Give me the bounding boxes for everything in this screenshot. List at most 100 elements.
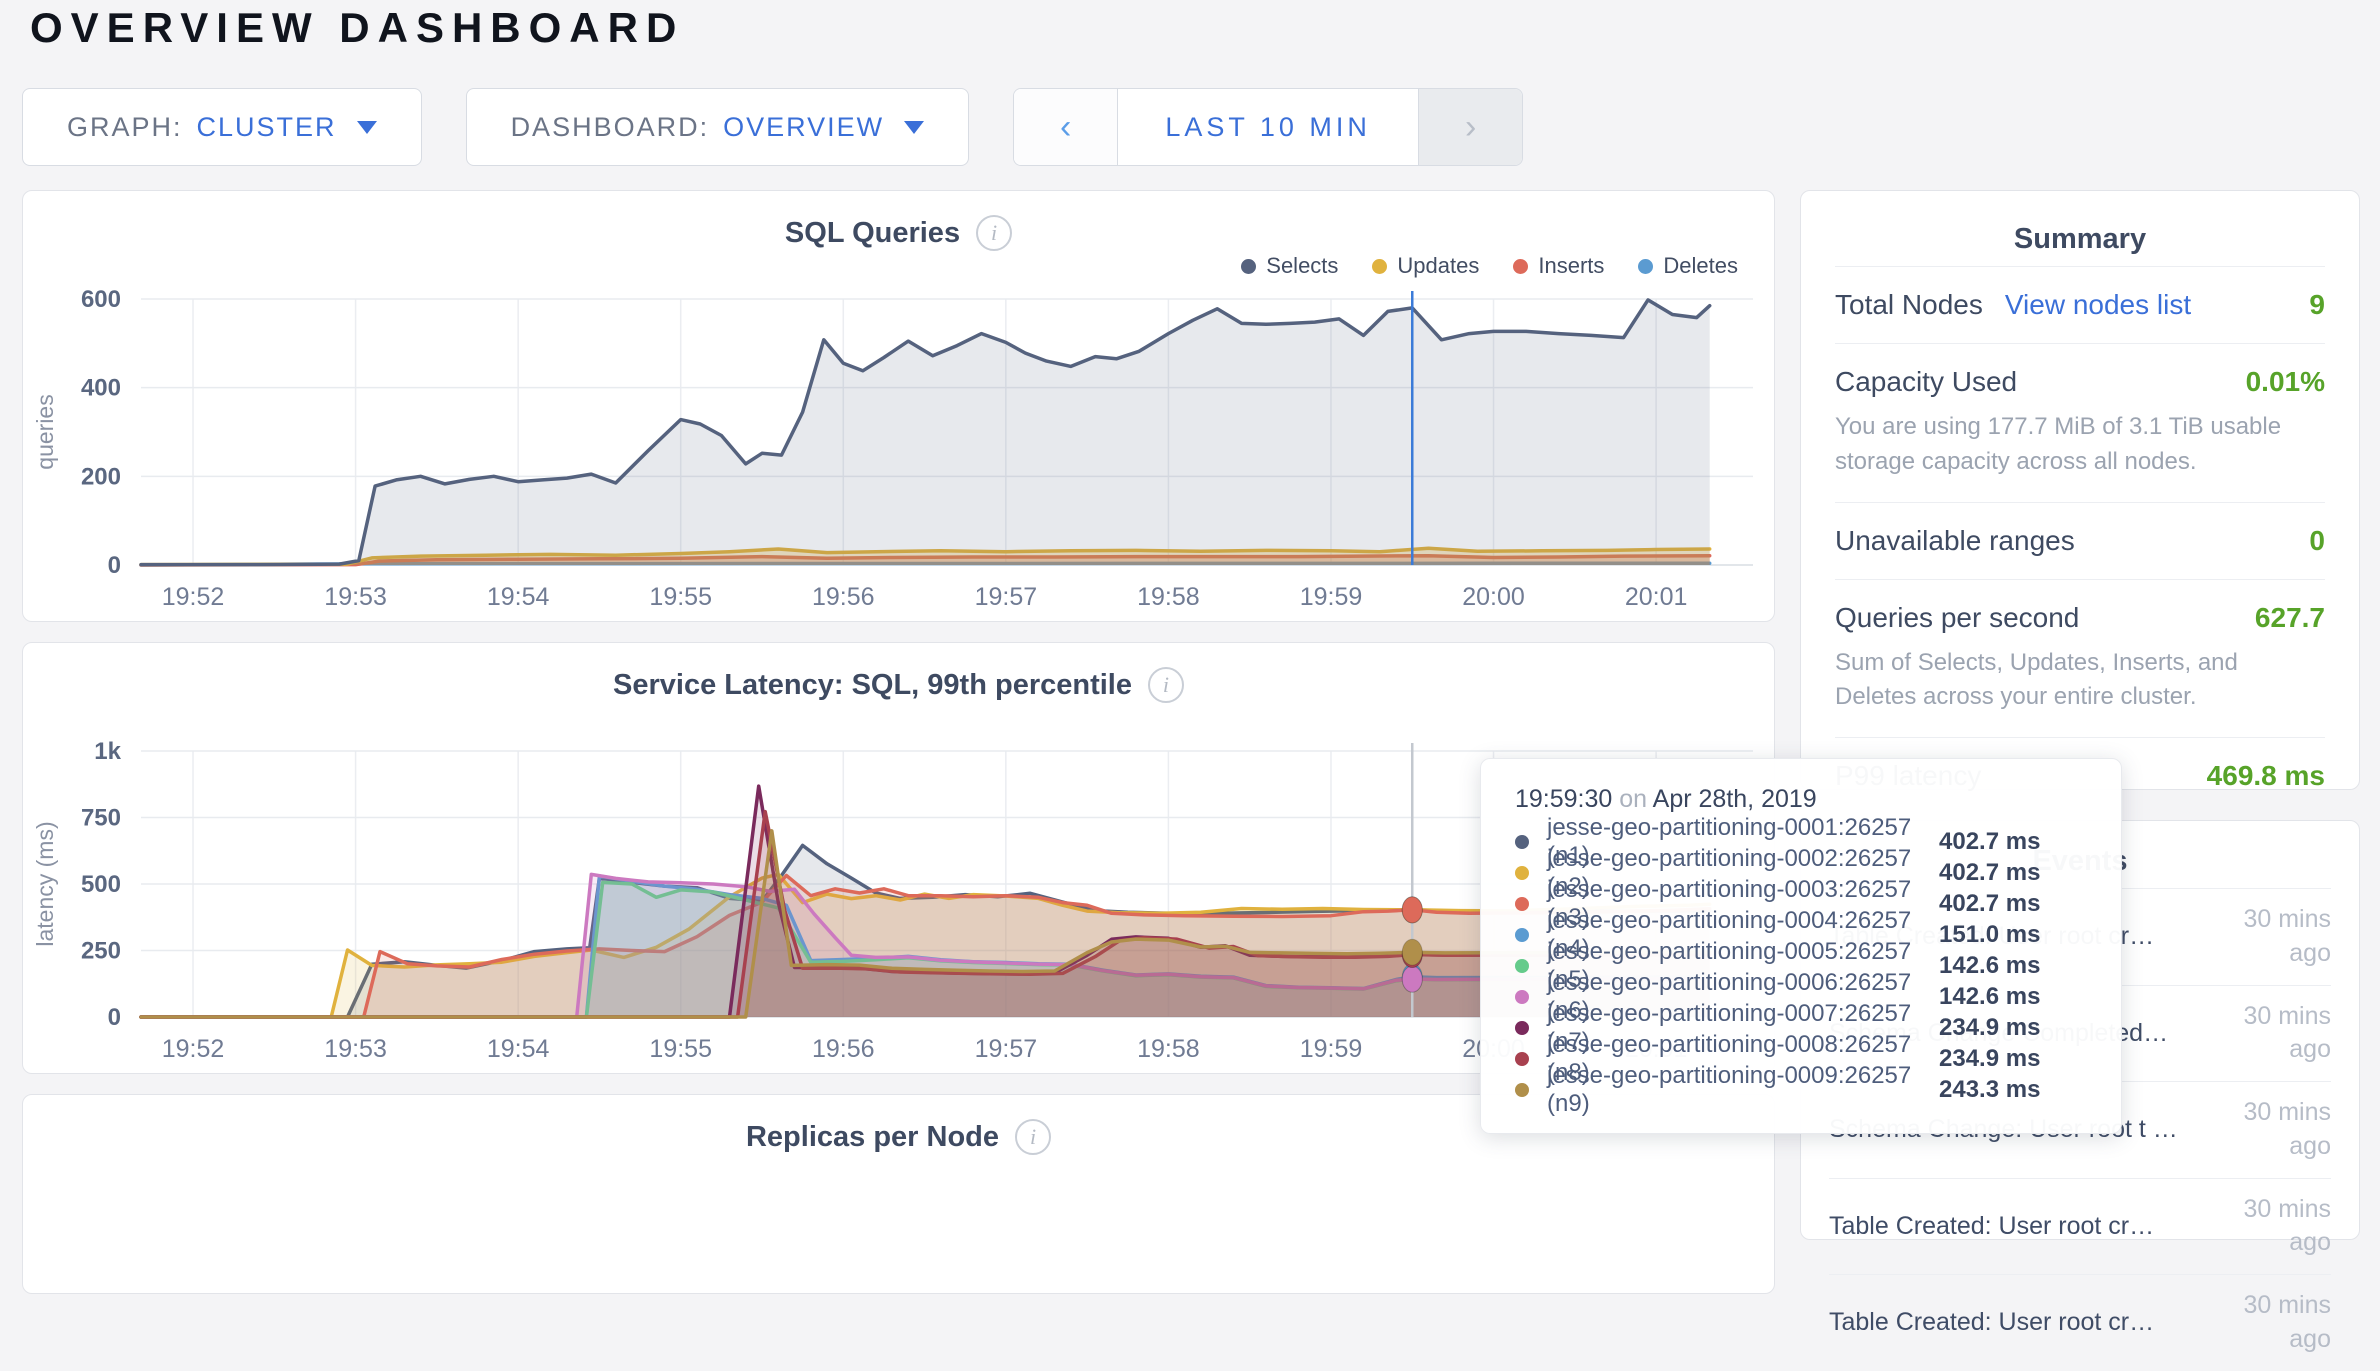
node-address: jesse-geo-partitioning-0003:26257 (n3): [1547, 875, 1912, 931]
tooltip-node-row: jesse-geo-partitioning-0003:26257 (n3) 40…: [1515, 876, 2087, 931]
svg-text:200: 200: [81, 463, 121, 490]
deletes-dot-icon: [1638, 258, 1654, 274]
svg-text:19:57: 19:57: [975, 1035, 1038, 1063]
controls-bar: GRAPH: CLUSTER DASHBOARD: OVERVIEW ‹ LAS…: [22, 88, 1524, 166]
tooltip-node-row: jesse-geo-partitioning-0008:26257 (n8) 23…: [1515, 1031, 2087, 1086]
tooltip-node-row: jesse-geo-partitioning-0004:26257 (n4) 15…: [1515, 907, 2087, 962]
node-color-dot-icon: [1515, 1051, 1529, 1066]
capacity-used-value: 0.01%: [2245, 366, 2325, 397]
svg-text:19:56: 19:56: [812, 1035, 875, 1063]
summary-title: Summary: [2013, 223, 2147, 255]
svg-text:19:52: 19:52: [162, 583, 225, 611]
node-color-dot-icon: [1515, 865, 1529, 880]
svg-text:750: 750: [81, 805, 121, 832]
dashboard-dropdown-label: DASHBOARD:: [510, 111, 710, 142]
tooltip-node-row: jesse-geo-partitioning-0007:26257 (n7) 23…: [1515, 1000, 2087, 1055]
tooltip-node-row: jesse-geo-partitioning-0002:26257 (n2) 40…: [1515, 845, 2087, 900]
node-latency-value: 402.7 ms: [1939, 858, 2041, 886]
svg-text:19:55: 19:55: [649, 1035, 712, 1063]
node-color-dot-icon: [1515, 1020, 1529, 1035]
node-latency-value: 243.3 ms: [1939, 1075, 2041, 1103]
sql-queries-title: SQL Queries: [784, 216, 961, 249]
svg-text:queries: queries: [32, 394, 58, 469]
graph-dropdown-label: GRAPH:: [67, 111, 183, 142]
tooltip-timestamp: 19:59:30 on Apr 28th, 2019: [1515, 785, 1817, 813]
dashboard-dropdown[interactable]: DASHBOARD: OVERVIEW: [465, 88, 970, 166]
svg-text:19:56: 19:56: [812, 583, 875, 611]
view-nodes-list-link[interactable]: View nodes list: [2004, 289, 2192, 320]
node-color-dot-icon: [1515, 927, 1529, 942]
time-range-prev-button[interactable]: ‹: [1014, 89, 1119, 165]
time-range-selector: ‹ LAST 10 MIN ›: [1013, 88, 1524, 166]
node-address: jesse-geo-partitioning-0001:26257 (n1): [1547, 813, 1912, 869]
summary-row-total-nodes: Total Nodes View nodes list 9: [1835, 266, 2325, 343]
svg-text:19:58: 19:58: [1137, 1035, 1200, 1063]
node-color-dot-icon: [1515, 958, 1529, 973]
chart-hover-tooltip: 19:59:30 on Apr 28th, 2019 jesse-geo-par…: [1480, 758, 2122, 1134]
info-icon[interactable]: i: [1015, 1119, 1052, 1155]
tooltip-node-row: jesse-geo-partitioning-0009:26257 (n9) 24…: [1515, 1062, 2087, 1117]
time-range-next-button[interactable]: ›: [1418, 89, 1523, 165]
node-address: jesse-geo-partitioning-0006:26257 (n6): [1547, 968, 1912, 1024]
chevron-down-icon: [356, 120, 377, 134]
sql-queries-legend: Selects Updates Inserts Deletes: [1241, 253, 1738, 279]
page-title: OVERVIEW DASHBOARD: [30, 4, 685, 51]
service-latency-title: Service Latency: SQL, 99th percentile: [613, 668, 1132, 701]
svg-text:1k: 1k: [94, 738, 121, 765]
legend-item-inserts[interactable]: Inserts: [1513, 253, 1604, 279]
svg-text:20:01: 20:01: [1625, 583, 1688, 611]
legend-item-selects[interactable]: Selects: [1241, 253, 1338, 279]
node-address: jesse-geo-partitioning-0002:26257 (n2): [1547, 844, 1912, 900]
svg-text:19:59: 19:59: [1300, 1035, 1363, 1063]
graph-dropdown[interactable]: GRAPH: CLUSTER: [22, 88, 422, 166]
event-row: Table Created: User root cr… 30 mins ago: [1829, 1177, 2331, 1275]
svg-text:19:54: 19:54: [487, 583, 550, 611]
svg-text:500: 500: [81, 871, 121, 898]
node-color-dot-icon: [1515, 834, 1529, 849]
node-latency-value: 142.6 ms: [1939, 951, 2041, 979]
svg-text:0: 0: [108, 1004, 121, 1031]
replicas-per-node-title: Replicas per Node: [745, 1120, 1000, 1153]
time-range-value[interactable]: LAST 10 MIN: [1165, 111, 1371, 142]
node-color-dot-icon: [1515, 989, 1529, 1004]
svg-text:19:58: 19:58: [1137, 583, 1200, 611]
summary-panel: Summary Total Nodes View nodes list 9 Ca…: [1800, 190, 2360, 791]
node-address: jesse-geo-partitioning-0007:26257 (n7): [1547, 999, 1912, 1055]
node-latency-value: 142.6 ms: [1939, 982, 2041, 1010]
unavailable-ranges-value: 0: [2309, 524, 2325, 556]
event-row: Table Created: User root cr… 30 mins ago: [1829, 1274, 2331, 1371]
tooltip-node-row: jesse-geo-partitioning-0005:26257 (n5) 14…: [1515, 938, 2087, 993]
svg-text:19:57: 19:57: [975, 583, 1038, 611]
sql-queries-chart[interactable]: 0 200 400 600 19:52 19:53 19:54 19:55 19:56 19:57…: [23, 275, 1773, 621]
node-address: jesse-geo-partitioning-0004:26257 (n4): [1547, 906, 1912, 962]
total-nodes-value: 9: [2309, 289, 2325, 320]
info-icon[interactable]: i: [976, 215, 1013, 251]
tooltip-node-row: jesse-geo-partitioning-0006:26257 (n6) 14…: [1515, 969, 2087, 1024]
svg-text:400: 400: [81, 375, 121, 402]
node-latency-value: 402.7 ms: [1939, 827, 2041, 855]
svg-text:19:53: 19:53: [324, 1035, 387, 1063]
node-address: jesse-geo-partitioning-0008:26257 (n8): [1547, 1030, 1912, 1086]
legend-item-deletes[interactable]: Deletes: [1638, 253, 1738, 279]
node-color-dot-icon: [1515, 1082, 1529, 1097]
updates-dot-icon: [1372, 258, 1388, 274]
svg-text:19:59: 19:59: [1300, 583, 1363, 611]
node-latency-value: 234.9 ms: [1939, 1013, 2041, 1041]
node-latency-value: 234.9 ms: [1939, 1044, 2041, 1072]
svg-text:19:54: 19:54: [487, 1035, 550, 1063]
chevron-down-icon: [904, 120, 925, 134]
chevron-right-icon: ›: [1464, 107, 1477, 146]
inserts-dot-icon: [1513, 258, 1529, 274]
node-address: jesse-geo-partitioning-0005:26257 (n5): [1547, 937, 1912, 993]
legend-item-updates[interactable]: Updates: [1372, 253, 1479, 279]
info-icon[interactable]: i: [1147, 667, 1184, 703]
node-latency-value: 402.7 ms: [1939, 889, 2041, 917]
chevron-left-icon: ‹: [1059, 107, 1072, 146]
node-color-dot-icon: [1515, 896, 1529, 911]
graph-dropdown-value: CLUSTER: [196, 111, 337, 142]
svg-text:19:53: 19:53: [324, 583, 387, 611]
svg-text:19:55: 19:55: [649, 583, 712, 611]
service-latency-chart[interactable]: 0 250 500 750 1k 19:52 19:53 19:54 19:55 19:56 19:…: [23, 727, 1773, 1073]
dashboard-dropdown-value: OVERVIEW: [723, 111, 885, 142]
svg-text:19:52: 19:52: [162, 1035, 225, 1063]
